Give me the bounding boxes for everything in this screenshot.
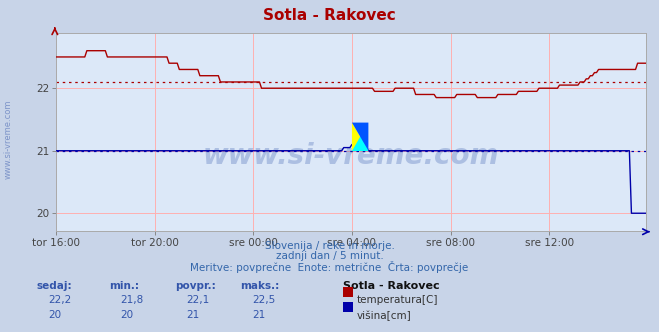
Text: 22,2: 22,2 bbox=[48, 295, 71, 305]
Text: maks.:: maks.: bbox=[241, 281, 280, 290]
Polygon shape bbox=[352, 123, 368, 151]
Text: 22,5: 22,5 bbox=[252, 295, 275, 305]
Polygon shape bbox=[352, 123, 368, 151]
Text: Sotla - Rakovec: Sotla - Rakovec bbox=[343, 281, 440, 290]
Polygon shape bbox=[352, 123, 368, 151]
Text: 20: 20 bbox=[48, 310, 61, 320]
Text: povpr.:: povpr.: bbox=[175, 281, 215, 290]
Text: Sotla - Rakovec: Sotla - Rakovec bbox=[263, 8, 396, 23]
Text: 21: 21 bbox=[252, 310, 266, 320]
Text: Meritve: povprečne  Enote: metrične  Črta: povprečje: Meritve: povprečne Enote: metrične Črta:… bbox=[190, 261, 469, 273]
Text: 21: 21 bbox=[186, 310, 200, 320]
Text: 20: 20 bbox=[121, 310, 134, 320]
Text: www.si-vreme.com: www.si-vreme.com bbox=[203, 142, 499, 170]
Text: zadnji dan / 5 minut.: zadnji dan / 5 minut. bbox=[275, 251, 384, 261]
Text: višina[cm]: višina[cm] bbox=[357, 310, 412, 321]
Text: 22,1: 22,1 bbox=[186, 295, 210, 305]
Text: min.:: min.: bbox=[109, 281, 139, 290]
Text: Slovenija / reke in morje.: Slovenija / reke in morje. bbox=[264, 241, 395, 251]
Text: www.si-vreme.com: www.si-vreme.com bbox=[3, 100, 13, 179]
Text: 21,8: 21,8 bbox=[121, 295, 144, 305]
Text: temperatura[C]: temperatura[C] bbox=[357, 295, 439, 305]
Text: sedaj:: sedaj: bbox=[36, 281, 72, 290]
